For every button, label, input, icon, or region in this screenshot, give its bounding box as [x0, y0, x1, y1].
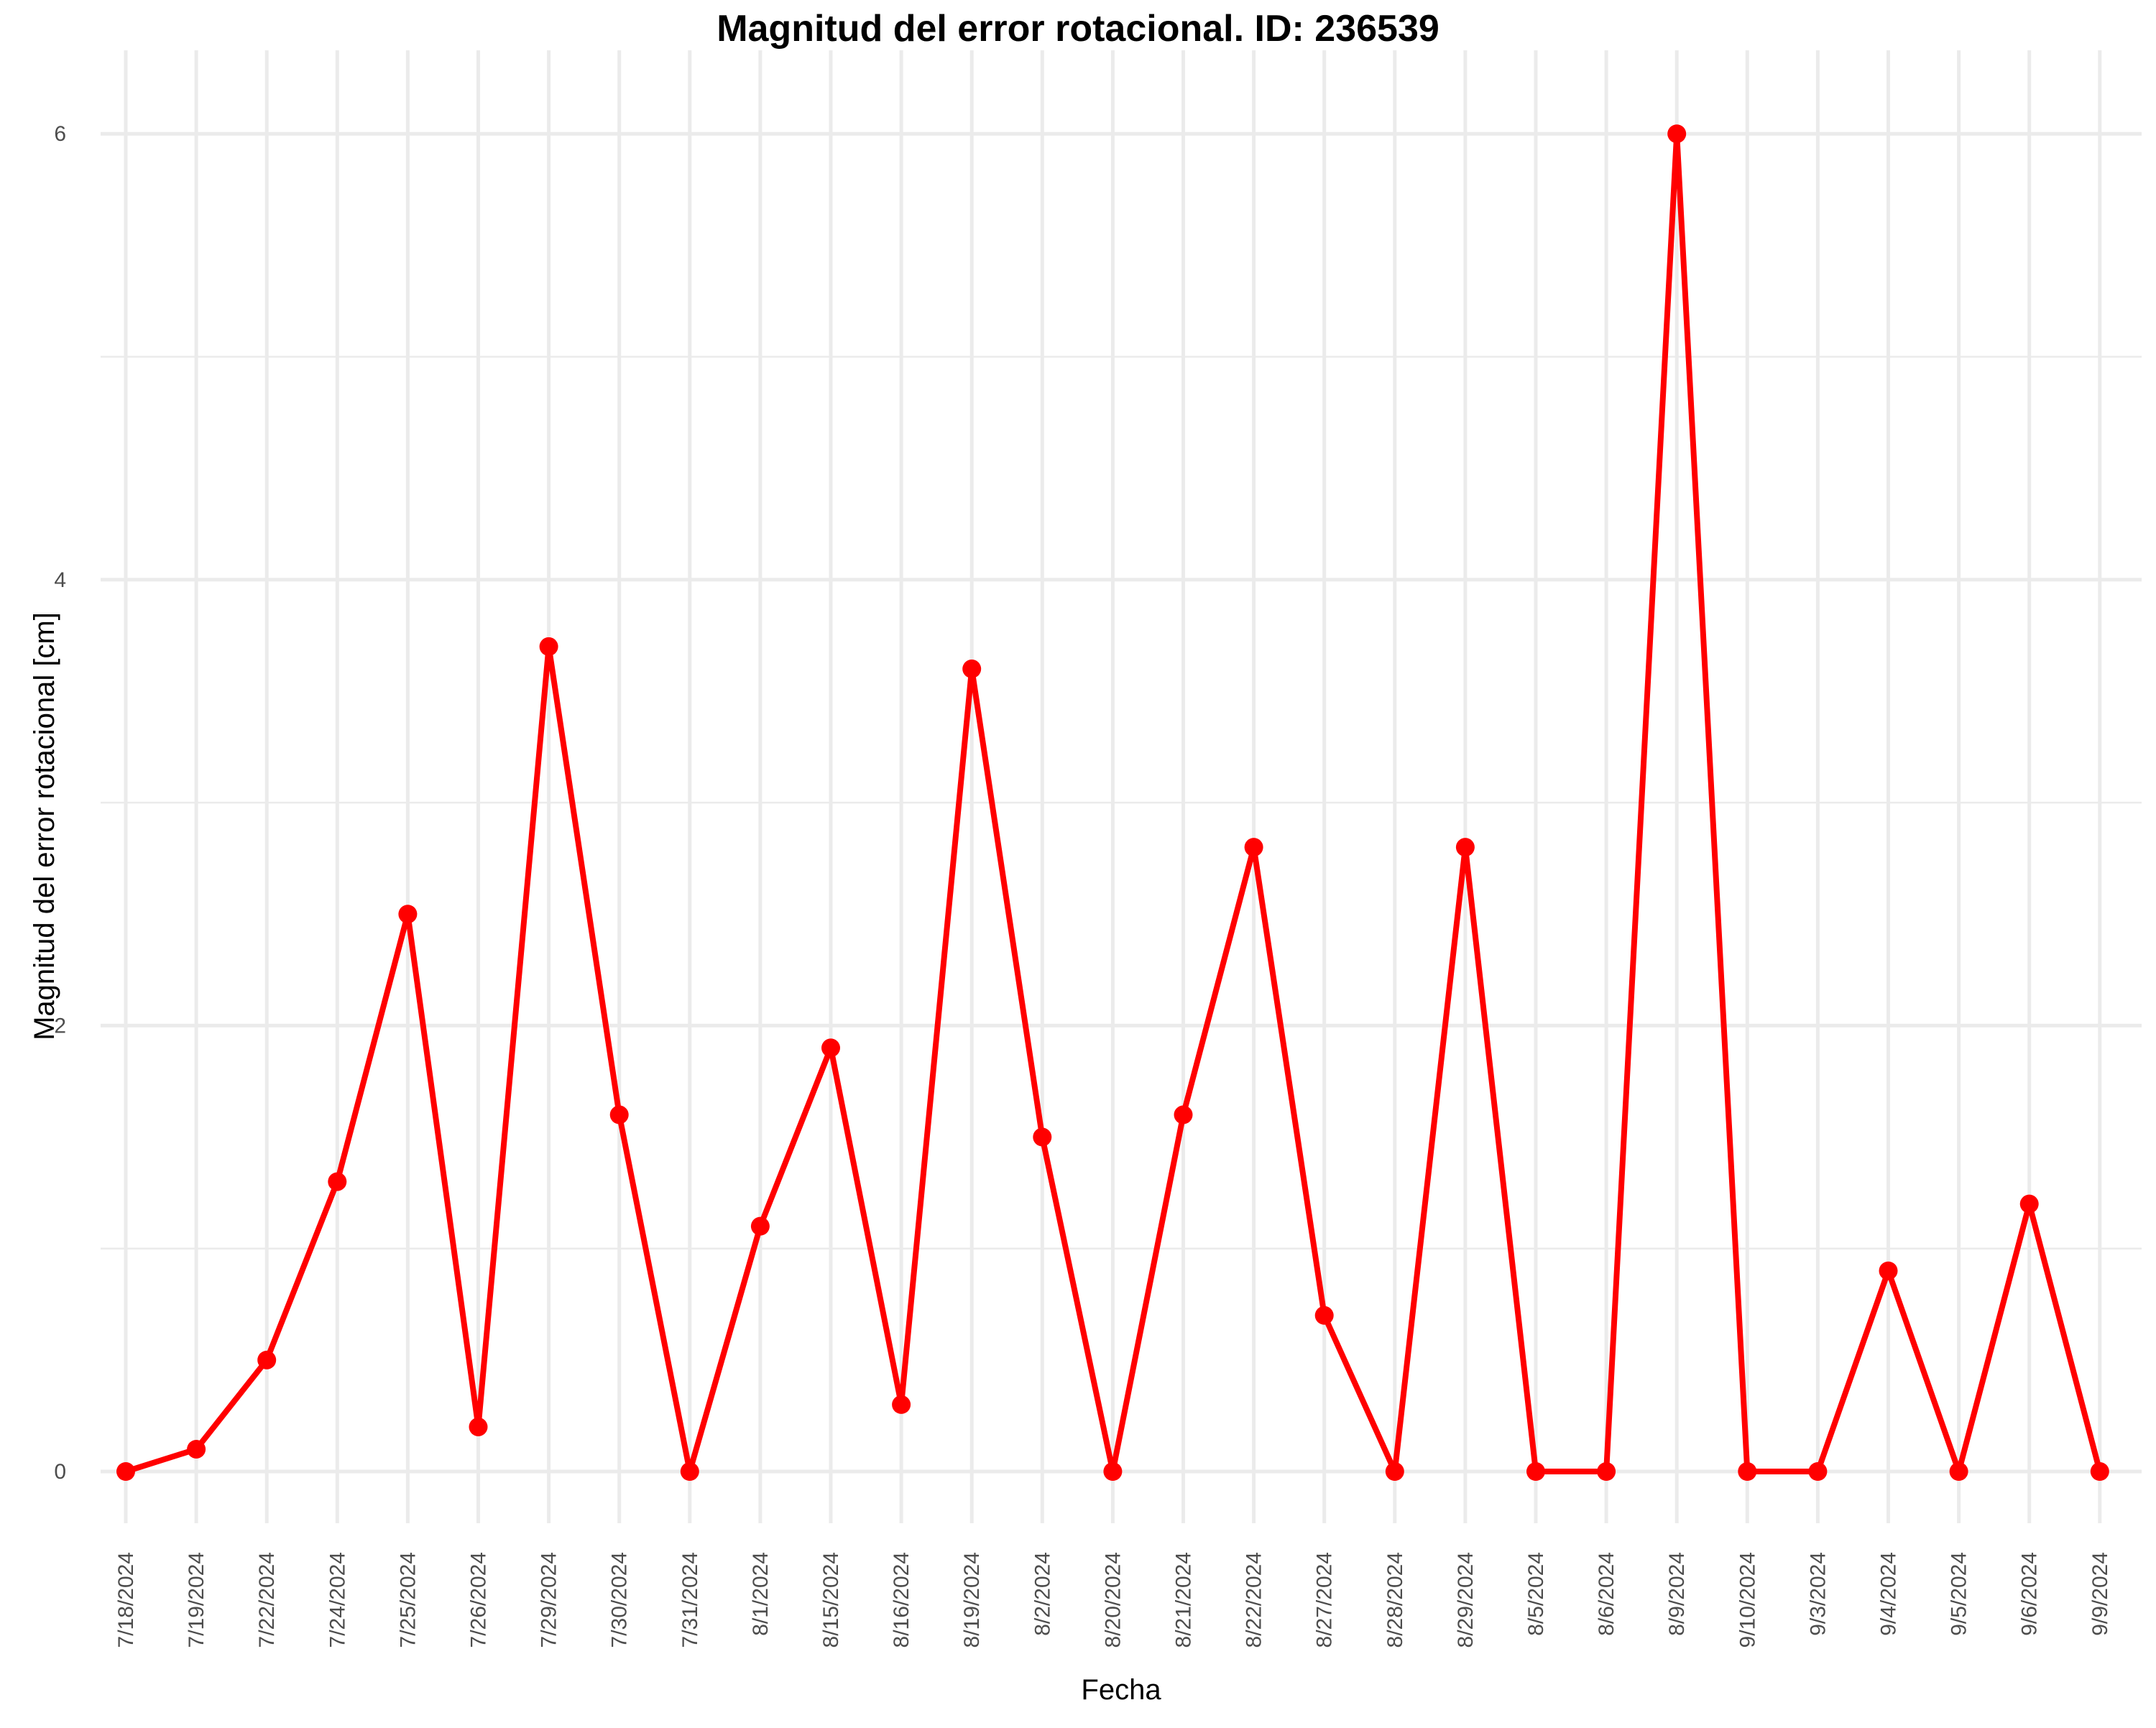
chart-title: Magnitud del error rotacional. ID: 23653…	[717, 8, 1439, 50]
data-point	[1526, 1462, 1545, 1481]
x-tick-label: 8/16/2024	[890, 1552, 913, 1648]
data-point	[1808, 1462, 1828, 1481]
data-point	[1597, 1462, 1616, 1481]
data-point	[469, 1417, 488, 1436]
x-tick-label: 9/3/2024	[1806, 1552, 1830, 1636]
x-tick-label: 7/31/2024	[678, 1552, 702, 1648]
data-point	[1667, 124, 1687, 144]
data-point	[539, 637, 558, 656]
y-tick-label: 0	[54, 1460, 66, 1484]
data-point	[1314, 1306, 1334, 1325]
data-point	[1244, 838, 1263, 857]
data-point	[1385, 1462, 1404, 1481]
data-point	[2090, 1462, 2109, 1481]
x-tick-label: 8/5/2024	[1524, 1552, 1548, 1636]
x-tick-label: 9/6/2024	[2018, 1552, 2042, 1636]
data-point	[257, 1350, 277, 1369]
x-tick-label: 7/26/2024	[467, 1552, 491, 1648]
x-tick-label: 9/5/2024	[1948, 1552, 1971, 1636]
data-point	[328, 1172, 347, 1191]
data-point	[1738, 1462, 1757, 1481]
x-tick-label: 9/4/2024	[1877, 1552, 1901, 1636]
y-axis-label: Magnitud del error rotacional [cm]	[29, 612, 60, 1040]
x-tick-label: 7/30/2024	[608, 1552, 632, 1648]
x-tick-label: 8/6/2024	[1595, 1552, 1618, 1636]
x-tick-label: 7/18/2024	[114, 1552, 138, 1648]
x-tick-label: 8/15/2024	[819, 1552, 843, 1648]
data-point	[398, 905, 418, 924]
data-point	[116, 1462, 135, 1481]
data-point	[1949, 1462, 1968, 1481]
x-tick-label: 9/9/2024	[2088, 1552, 2112, 1636]
x-tick-label: 8/21/2024	[1172, 1552, 1196, 1648]
x-tick-label: 8/22/2024	[1243, 1552, 1266, 1648]
data-point	[680, 1462, 699, 1481]
x-tick-label: 7/25/2024	[396, 1552, 420, 1648]
x-axis-label: Fecha	[1081, 1674, 1161, 1706]
x-tick-label: 9/10/2024	[1736, 1552, 1759, 1648]
data-point	[1033, 1127, 1052, 1147]
x-tick-label: 8/20/2024	[1101, 1552, 1125, 1648]
data-point	[750, 1216, 770, 1236]
x-tick-label: 8/27/2024	[1313, 1552, 1337, 1648]
data-point	[821, 1038, 840, 1058]
x-tick-label: 7/24/2024	[326, 1552, 349, 1648]
data-point	[187, 1439, 206, 1459]
data-point	[962, 659, 982, 678]
data-point	[892, 1395, 911, 1414]
x-tick-label: 7/22/2024	[255, 1552, 279, 1648]
y-tick-label: 6	[54, 122, 66, 146]
y-tick-label: 2	[54, 1014, 66, 1038]
data-point	[1103, 1462, 1123, 1481]
x-tick-label: 7/29/2024	[538, 1552, 561, 1648]
x-tick-label: 8/29/2024	[1454, 1552, 1478, 1648]
x-tick-label: 8/1/2024	[749, 1552, 773, 1636]
x-tick-label: 8/19/2024	[960, 1552, 984, 1648]
x-tick-label: 8/9/2024	[1665, 1552, 1689, 1636]
data-point	[2019, 1194, 2039, 1214]
data-point	[1174, 1105, 1193, 1124]
x-tick-label: 8/28/2024	[1383, 1552, 1407, 1648]
data-point	[1879, 1261, 1898, 1280]
data-point	[1455, 838, 1475, 857]
x-tick-label: 8/2/2024	[1031, 1552, 1054, 1636]
x-tick-label: 7/19/2024	[185, 1552, 208, 1648]
data-point	[609, 1105, 629, 1124]
y-tick-label: 4	[54, 568, 66, 592]
